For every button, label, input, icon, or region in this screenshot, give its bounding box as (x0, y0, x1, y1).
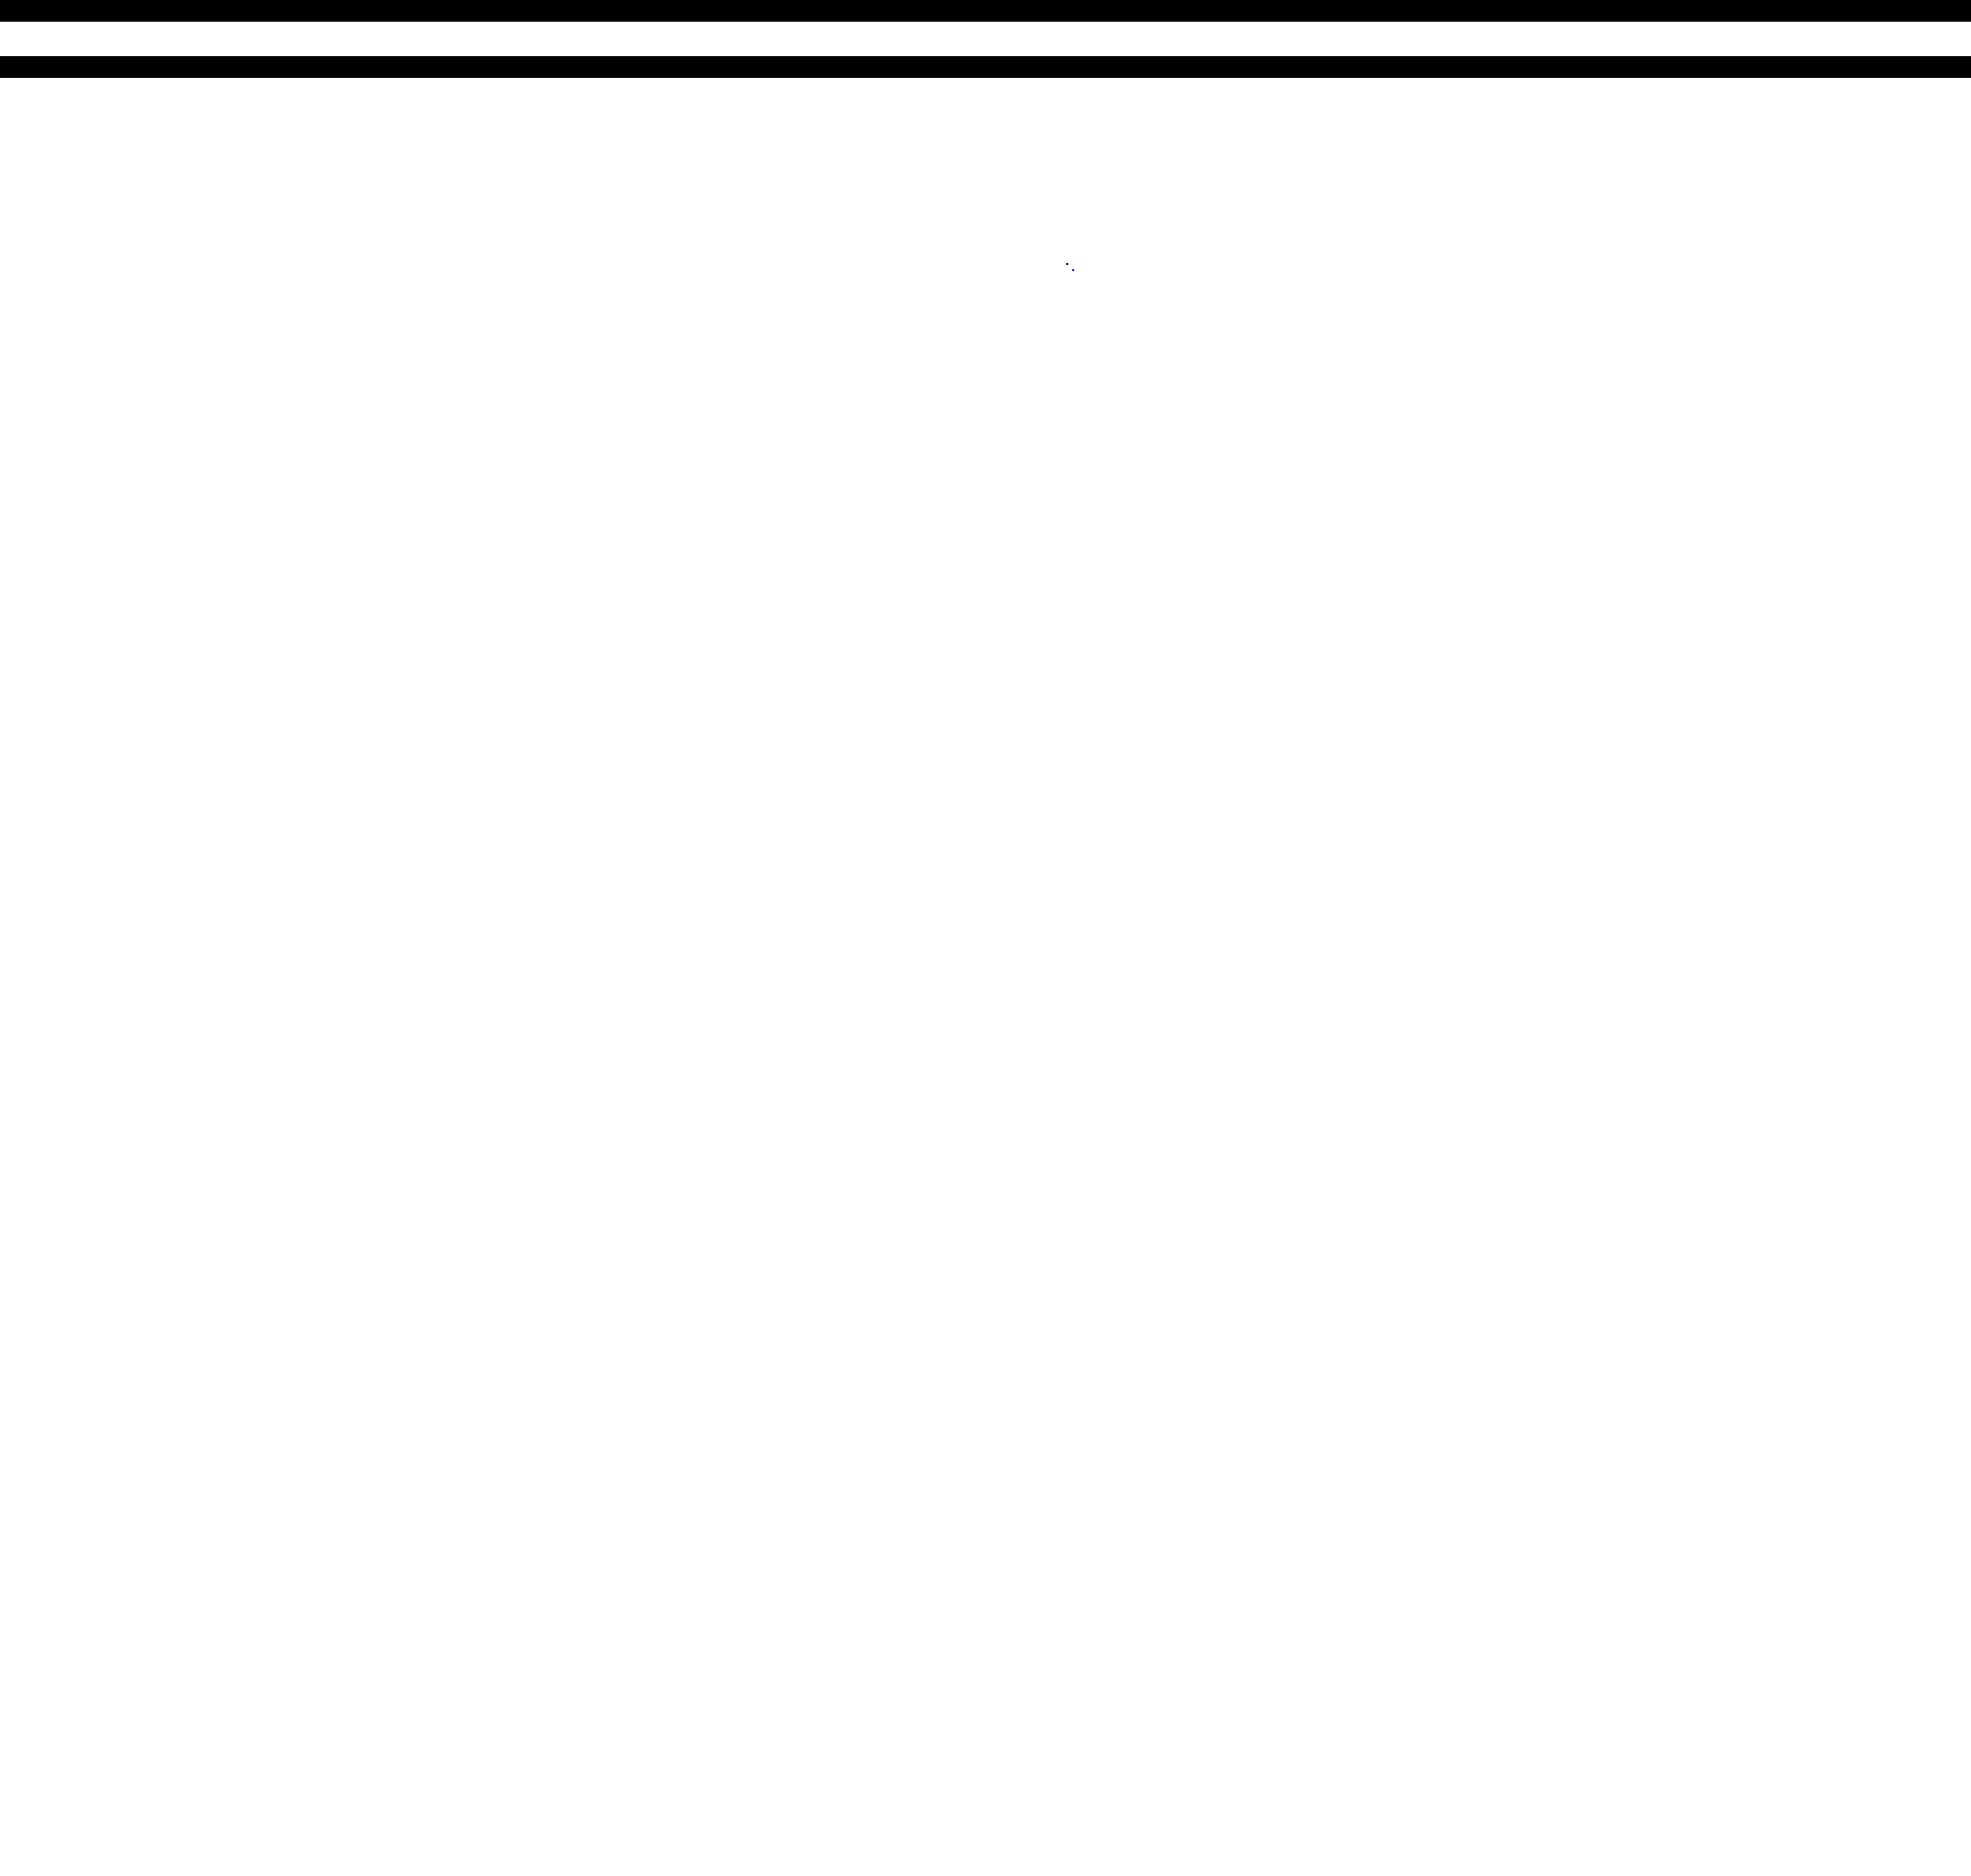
current-table-header (0, 22, 1971, 41)
historical-table-header (0, 78, 1971, 98)
stock-market-organizer-logo (1066, 263, 1068, 265)
historical-summary-titlebar (0, 56, 1971, 78)
current-summary-titlebar (0, 0, 1971, 22)
section-gap (0, 41, 1971, 56)
